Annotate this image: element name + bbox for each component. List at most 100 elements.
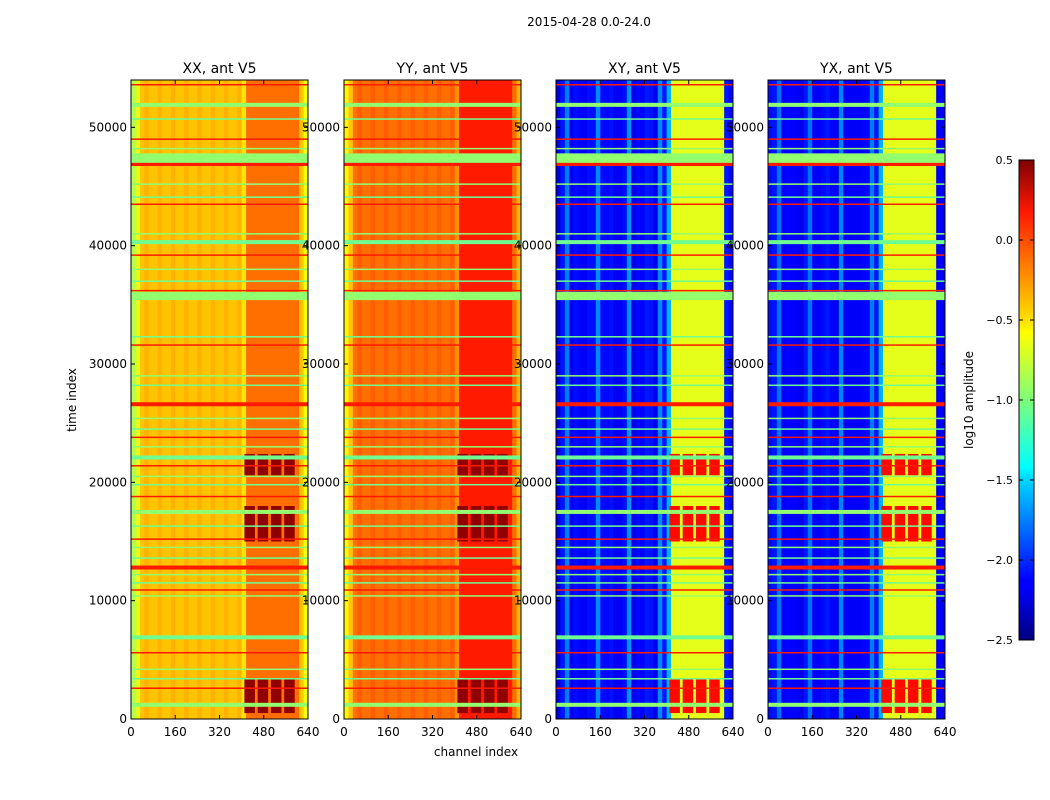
x-tick-label: 0 bbox=[340, 725, 348, 739]
flagged-row bbox=[344, 289, 521, 292]
heatmap-column bbox=[586, 80, 592, 719]
heatmap-column bbox=[728, 80, 733, 719]
y-tick-label: 50000 bbox=[302, 120, 340, 134]
heatmap-column bbox=[644, 80, 650, 719]
flagged-row bbox=[556, 402, 733, 407]
flagged-row bbox=[344, 557, 521, 559]
heatmap-column bbox=[463, 80, 469, 719]
heatmap-column bbox=[772, 80, 778, 719]
heatmap-column bbox=[918, 80, 924, 719]
heatmap-column bbox=[874, 80, 880, 719]
flagged-row bbox=[556, 336, 733, 338]
y-tick-label: 20000 bbox=[89, 475, 127, 489]
flagged-row bbox=[131, 525, 308, 527]
y-tick-label: 0 bbox=[332, 712, 340, 726]
flagged-row bbox=[344, 336, 521, 338]
heatmap-column bbox=[679, 80, 685, 719]
flagged-row bbox=[344, 254, 521, 256]
flagged-row bbox=[768, 240, 945, 245]
flagged-row bbox=[768, 582, 945, 584]
flagged-row bbox=[556, 344, 733, 346]
flagged-row bbox=[131, 573, 308, 576]
flagged-row bbox=[344, 446, 521, 448]
flagged-row bbox=[131, 436, 308, 439]
x-tick-label: 320 bbox=[421, 725, 444, 739]
flagged-row bbox=[556, 687, 733, 689]
heatmap-column bbox=[188, 80, 194, 719]
flagged-row bbox=[556, 635, 733, 640]
heatmap-column bbox=[228, 80, 234, 719]
flagged-row bbox=[768, 289, 945, 292]
flagged-row bbox=[768, 687, 945, 689]
flagged-row bbox=[768, 417, 945, 420]
y-tick-label: 10000 bbox=[514, 594, 552, 608]
band-block bbox=[270, 678, 282, 714]
heatmap-yy bbox=[344, 80, 521, 719]
heatmap-column bbox=[671, 80, 676, 719]
flagged-row bbox=[131, 233, 308, 235]
flagged-row bbox=[556, 196, 733, 198]
x-tick-label: 320 bbox=[633, 725, 656, 739]
x-tick-label: 160 bbox=[801, 725, 824, 739]
panel-title: YX, ant V5 bbox=[819, 61, 893, 77]
heatmap-column bbox=[144, 80, 150, 719]
heatmap-column bbox=[936, 80, 942, 719]
heatmap-column bbox=[459, 80, 464, 719]
x-tick-label: 480 bbox=[889, 725, 912, 739]
heatmap-column bbox=[263, 80, 269, 719]
heatmap-column bbox=[666, 80, 672, 719]
heatmap-column bbox=[192, 80, 198, 719]
heatmap-column bbox=[719, 80, 725, 719]
heatmap-column bbox=[622, 80, 628, 719]
heatmap-column bbox=[259, 80, 265, 719]
heatmap-column bbox=[869, 80, 875, 719]
flagged-row bbox=[556, 573, 733, 576]
heatmap-column bbox=[299, 80, 305, 719]
band-block bbox=[257, 453, 269, 476]
band-block bbox=[881, 506, 892, 542]
heatmap-column bbox=[812, 80, 818, 719]
heatmap-column bbox=[250, 80, 256, 719]
heatmap-column bbox=[268, 80, 274, 719]
heatmap-column bbox=[419, 80, 425, 719]
heatmap-column bbox=[640, 80, 645, 719]
flagged-row bbox=[344, 147, 521, 150]
heatmap-column bbox=[361, 80, 367, 719]
heatmap-column bbox=[573, 80, 579, 719]
y-tick-label: 10000 bbox=[302, 594, 340, 608]
heatmap-column bbox=[613, 80, 619, 719]
heatmap-column bbox=[931, 80, 937, 719]
flagged-row bbox=[344, 573, 521, 576]
heatmap-column bbox=[776, 80, 782, 719]
flagged-row bbox=[768, 446, 945, 448]
heatmap-column bbox=[148, 80, 154, 719]
heatmap-column bbox=[887, 80, 893, 719]
flagged-row bbox=[131, 635, 308, 640]
heatmap-column bbox=[702, 80, 707, 719]
heatmap-xy bbox=[556, 80, 733, 719]
y-tick-label: 30000 bbox=[302, 357, 340, 371]
figure-suptitle: 2015-04-28 0.0-24.0 bbox=[527, 15, 651, 29]
flagged-row bbox=[344, 702, 521, 707]
flagged-row bbox=[768, 196, 945, 198]
heatmap-column bbox=[834, 80, 840, 719]
heatmap-column bbox=[441, 80, 447, 719]
heatmap-column bbox=[582, 80, 588, 719]
flagged-row bbox=[556, 475, 733, 478]
flagged-row bbox=[556, 240, 733, 245]
heatmap-column bbox=[139, 80, 145, 719]
flagged-row bbox=[556, 147, 733, 150]
heatmap-column bbox=[170, 80, 176, 719]
heatmap-column bbox=[843, 80, 849, 719]
heatmap-column bbox=[922, 80, 928, 719]
flagged-row bbox=[556, 525, 733, 527]
flagged-row bbox=[131, 495, 308, 498]
flagged-block bbox=[131, 153, 308, 163]
heatmap-column bbox=[631, 80, 637, 719]
heatmap-column bbox=[254, 80, 260, 719]
flagged-row bbox=[131, 162, 308, 167]
flagged-row bbox=[768, 384, 945, 387]
y-axis-label: time index bbox=[65, 368, 79, 432]
heatmap-column bbox=[454, 80, 460, 719]
